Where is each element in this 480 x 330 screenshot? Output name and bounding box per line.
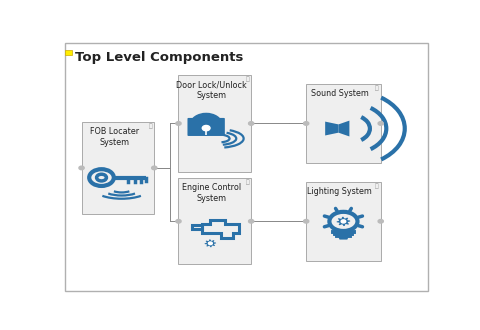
Polygon shape	[337, 237, 348, 240]
Text: Lighting System: Lighting System	[307, 187, 372, 196]
Text: ⛹: ⛹	[374, 183, 378, 189]
Circle shape	[340, 220, 345, 223]
Polygon shape	[336, 217, 349, 226]
FancyBboxPatch shape	[306, 182, 380, 261]
Text: ⛹: ⛹	[245, 77, 249, 82]
Text: ⛹: ⛹	[148, 123, 152, 129]
FancyBboxPatch shape	[306, 84, 380, 163]
Circle shape	[202, 125, 210, 131]
Circle shape	[151, 166, 156, 170]
Circle shape	[248, 219, 253, 223]
Text: ⛹: ⛹	[374, 85, 378, 91]
Text: Top Level Components: Top Level Components	[75, 51, 243, 64]
FancyBboxPatch shape	[64, 43, 428, 291]
Circle shape	[377, 219, 383, 223]
Text: Engine Control
System: Engine Control System	[181, 183, 240, 203]
FancyBboxPatch shape	[178, 75, 251, 172]
Polygon shape	[204, 239, 216, 247]
FancyBboxPatch shape	[82, 122, 154, 214]
Text: Door Lock/Unlock
System: Door Lock/Unlock System	[175, 80, 246, 100]
FancyBboxPatch shape	[178, 178, 251, 264]
Circle shape	[176, 122, 180, 125]
Circle shape	[79, 166, 84, 170]
Polygon shape	[338, 120, 348, 137]
Circle shape	[208, 242, 212, 245]
Circle shape	[248, 122, 253, 125]
Text: ⛹: ⛹	[245, 180, 249, 185]
Circle shape	[176, 219, 180, 223]
Circle shape	[377, 122, 383, 125]
Circle shape	[303, 122, 308, 125]
Circle shape	[303, 219, 308, 223]
Polygon shape	[324, 121, 338, 136]
FancyBboxPatch shape	[187, 118, 224, 136]
Text: Sound System: Sound System	[310, 89, 368, 98]
Bar	[65, 50, 72, 55]
Text: FOB Locater
System: FOB Locater System	[89, 127, 138, 148]
